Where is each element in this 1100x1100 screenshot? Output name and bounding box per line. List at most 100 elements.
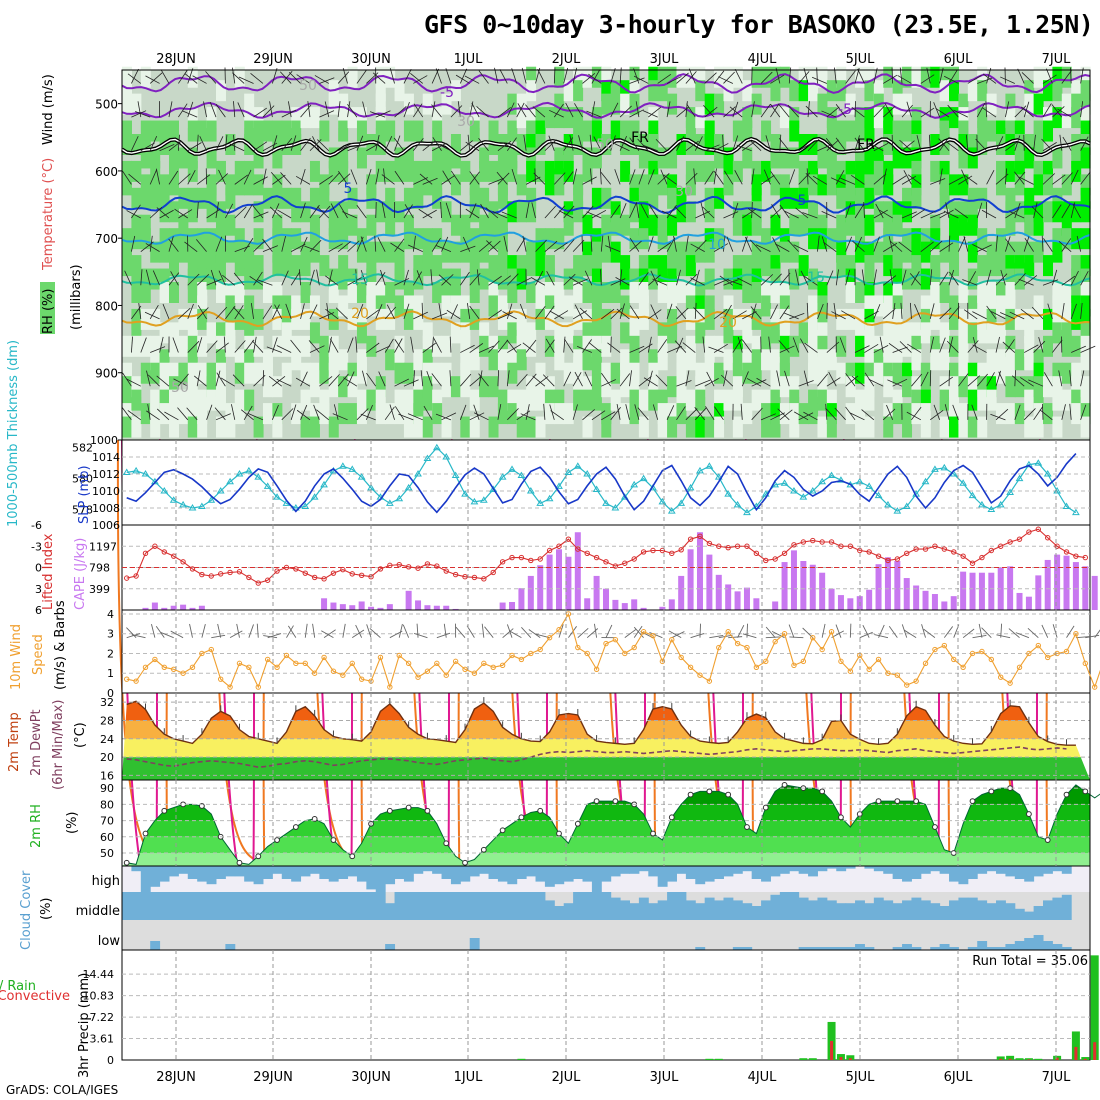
rh-cell [601,241,612,263]
rh-cell [732,255,743,277]
rh-cell [695,134,706,155]
thickness-point [978,500,986,508]
wind-barb [300,104,312,118]
rh-cell [535,389,546,411]
wind-barb [778,340,790,353]
wind-barb [958,236,966,252]
rh-cell [253,228,264,250]
wind-barb [231,404,236,420]
rh-cell [394,80,405,102]
cloud-bar [732,866,743,874]
cloud-bar [140,892,151,920]
wind-barb [316,269,320,286]
wind-barb [986,67,992,84]
rh-cell [911,268,922,290]
thickness-point [1006,488,1014,496]
rh-cell [253,362,264,384]
rh-cell [977,416,988,438]
wind-barb [688,68,696,84]
wind-barb [948,69,958,84]
date-label-top: 4JUL [748,52,778,67]
wind-barb [1009,311,1025,320]
rh-cell [883,282,894,303]
rh-cell [460,362,471,384]
wind-barb [756,377,771,387]
wind-barb [779,134,782,151]
rh-cell [648,214,659,236]
wind-speed-point [650,632,656,639]
rh-cell [761,295,772,317]
date-label-top: 6JUL [944,52,974,67]
wind-barb [916,135,922,151]
wind-barb [600,235,604,252]
wind-barb [861,409,875,421]
wind-barb [800,338,809,353]
rh-cell [215,201,226,223]
rh-cell [1071,308,1082,330]
rh-cell [1071,228,1082,250]
wind-barb [507,408,519,421]
rh-cell [657,416,668,438]
rh-cell [657,255,668,277]
rh-cell [751,93,762,115]
wind-barb [281,109,297,118]
wind-speed-point [302,660,308,667]
rh-cell [272,255,283,277]
rh-cell [366,187,377,209]
wind-barb [718,76,734,84]
rh-cell [422,322,433,344]
rh-cell [366,134,377,155]
rh-cell [300,308,311,330]
wind-barb [685,172,698,185]
thickness-point [573,462,582,469]
wind-barb [332,413,348,421]
wind-barb [755,244,771,252]
wind-barb [403,303,410,320]
rh-cell [798,174,809,196]
wind-barb [262,105,275,118]
wind-barb [943,210,959,219]
cloud-bar [234,892,245,920]
rh-cell [479,376,490,398]
rh-cell [996,403,1007,425]
wind-barb [903,170,912,185]
rh-cell [582,322,593,344]
surface-wind-barb [737,624,745,638]
rh-cell [479,241,490,263]
rh-cell [469,241,480,263]
wind-barb [852,240,865,252]
rh-cell [563,403,574,425]
cloud-bar [620,866,630,874]
thickness-point [837,476,845,483]
rh-cell [601,282,612,303]
rh-cell [836,335,847,357]
li-point [622,560,628,566]
cape-bar [875,564,882,610]
rh-cell [272,416,283,438]
wind-barb [619,303,625,320]
slp-tick: 1008 [92,502,120,515]
cloud-bar [526,892,537,920]
wind-barb [563,67,569,84]
cape-bar [950,596,957,610]
wind-barb [892,175,907,185]
rh-cell [573,174,584,196]
wind-speed-point [405,660,412,667]
wind-barb [578,135,583,151]
rh-cell [460,308,471,330]
wind-speed-point [659,658,666,665]
thickness-point [743,508,751,516]
rh-cell [920,416,931,438]
rh-cell [1024,376,1035,398]
cloud-bar [902,900,912,920]
cloud-bar [460,866,471,882]
wind-barb [975,138,987,152]
rh-cell [892,282,903,303]
rh-cell [385,403,396,425]
surface-wind-barb [1015,632,1030,639]
rh-cell [375,389,386,411]
wind-barb [995,136,1004,151]
wind-barb [480,203,489,219]
wind-barb [954,208,969,219]
